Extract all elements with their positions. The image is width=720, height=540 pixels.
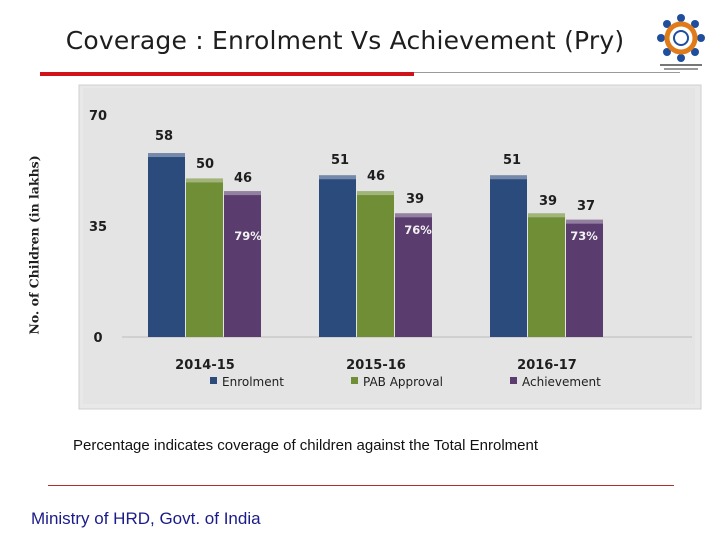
bar-achievement [395, 213, 432, 337]
data-label: 51 [331, 153, 349, 168]
percentage-label: 76% [404, 223, 432, 237]
chart-footnote: Percentage indicates coverage of childre… [73, 437, 539, 454]
footer-divider [48, 485, 674, 486]
ministry-footer: Ministry of HRD, Govt. of India [31, 509, 261, 528]
bar-top-highlight [490, 175, 527, 180]
legend-swatch-pab-approval [351, 377, 358, 384]
y-tick-label: 70 [89, 109, 107, 124]
x-tick-label: 2015-16 [346, 358, 406, 373]
percentage-label: 73% [570, 229, 598, 243]
legend-label-achievement: Achievement [522, 375, 601, 389]
bar-top-highlight [395, 213, 432, 218]
bar-achievement [566, 219, 603, 337]
data-label: 46 [367, 169, 385, 184]
legend-label-pab-approval: PAB Approval [363, 375, 443, 389]
bar-top-highlight [224, 191, 261, 196]
emblem-logo-icon [657, 14, 705, 70]
data-label: 37 [577, 199, 595, 214]
bar-enrolment [490, 175, 527, 337]
bar-pab-approval [528, 213, 565, 337]
bar-top-highlight [566, 219, 603, 224]
data-label: 46 [234, 171, 252, 186]
data-label: 50 [196, 157, 214, 172]
percentage-label: 79% [234, 229, 262, 243]
x-tick-label: 2016-17 [517, 358, 577, 373]
bar-enrolment [319, 175, 356, 337]
bar-enrolment [148, 153, 185, 337]
bar-top-highlight [148, 153, 185, 158]
title-accent-bar [40, 72, 414, 76]
y-tick-label: 35 [89, 220, 107, 235]
bar-chart: 0 35 70 2014-15 2015-16 2016-17 58 51 51 50 46 39 46… [78, 84, 702, 410]
legend-label-enrolment: Enrolment [222, 375, 284, 389]
bar-top-highlight [319, 175, 356, 180]
y-tick-label: 0 [93, 331, 102, 346]
bar-top-highlight [186, 178, 223, 183]
legend-swatch-enrolment [210, 377, 217, 384]
data-label: 39 [539, 194, 557, 209]
data-label: 58 [155, 129, 173, 144]
slide-title: Coverage : Enrolment Vs Achievement (Pry… [65, 26, 625, 55]
bar-top-highlight [357, 191, 394, 196]
y-axis-label: No. of Children (in lakhs) [26, 155, 42, 335]
bar-pab-approval [357, 191, 394, 337]
data-label: 51 [503, 153, 521, 168]
bar-pab-approval [186, 178, 223, 337]
bar-top-highlight [528, 213, 565, 218]
legend-swatch-achievement [510, 377, 517, 384]
bar-achievement [224, 191, 261, 337]
x-tick-label: 2014-15 [175, 358, 235, 373]
data-label: 39 [406, 192, 424, 207]
